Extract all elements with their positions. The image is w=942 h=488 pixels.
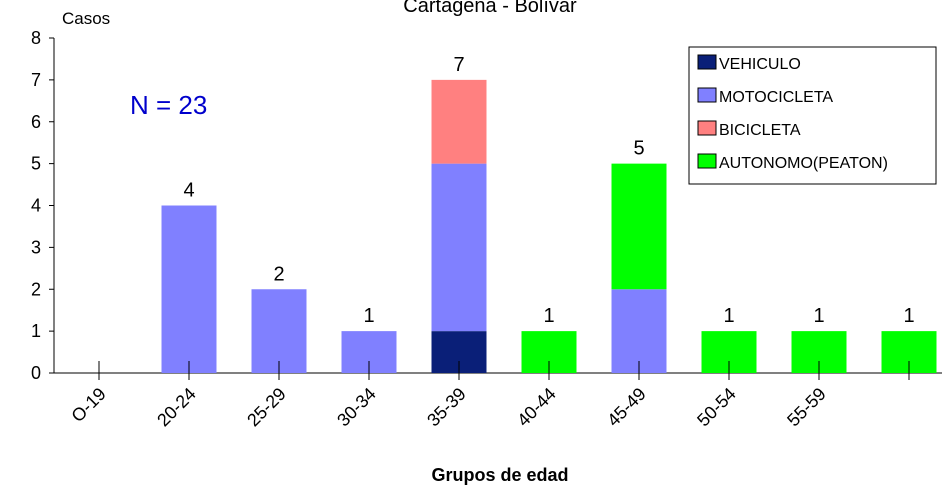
- bar-1-motocicleta: [161, 205, 217, 373]
- x-category-label-8: 55-59: [783, 384, 830, 431]
- bar-4-bicicleta: [431, 79, 487, 164]
- x-category-label-1: 20-24: [153, 384, 200, 431]
- x-category-label-5: 40-44: [513, 384, 560, 431]
- y-tick-label-2: 2: [31, 279, 41, 299]
- x-category-label-3: 30-34: [333, 384, 380, 431]
- bar-total-label-3: 1: [363, 305, 374, 327]
- legend-label-3: AUTONOMO(PEATON): [719, 155, 888, 172]
- legend-swatch-1: [697, 87, 717, 103]
- bar-4-motocicleta: [431, 163, 487, 332]
- bar-total-label-9: 1: [903, 305, 914, 327]
- y-tick-label-8: 8: [31, 28, 41, 48]
- y-tick-label-4: 4: [31, 196, 41, 216]
- legend: VEHICULO MOTOCICLETA BICICLETA AUTONOMO(PEA…: [688, 46, 937, 185]
- n-annotation: N = 23: [130, 90, 207, 120]
- legend-label-2: BICICLETA: [719, 122, 801, 139]
- y-tick-label-0: 0: [31, 363, 41, 383]
- bar-total-label-1: 4: [183, 180, 194, 202]
- y-tick-label-7: 7: [31, 70, 41, 90]
- x-category-label-4: 35-39: [423, 384, 470, 431]
- bars: [161, 79, 937, 373]
- legend-box: [688, 46, 937, 185]
- chart-title: Cartagena - Bolívar: [403, 0, 577, 17]
- y-tick-label-3: 3: [31, 237, 41, 257]
- bar-total-label-6: 5: [633, 138, 644, 160]
- y-tick-label-1: 1: [31, 321, 41, 341]
- bar-6-motocicleta: [611, 289, 667, 373]
- y-axis-label: Casos: [62, 9, 110, 28]
- bar-total-label-8: 1: [813, 305, 824, 327]
- bar-total-label-2: 2: [273, 263, 284, 285]
- bar-6-autonomo-peaton-: [611, 163, 667, 290]
- bar-2-motocicleta: [251, 289, 307, 373]
- x-category-label-0: O-19: [67, 384, 109, 426]
- legend-label-1: MOTOCICLETA: [719, 89, 833, 106]
- x-category-label-6: 45-49: [603, 384, 650, 431]
- legend-swatch-3: [697, 153, 717, 169]
- bar-total-label-5: 1: [543, 305, 554, 327]
- x-category-label-7: 50-54: [693, 384, 740, 431]
- x-axis-label: Grupos de edad: [431, 465, 568, 485]
- y-tick-label-6: 6: [31, 112, 41, 132]
- bar-total-label-4: 7: [453, 54, 464, 76]
- legend-swatch-2: [697, 120, 717, 136]
- x-category-label-2: 25-29: [243, 384, 290, 431]
- y-tick-label-5: 5: [31, 154, 41, 174]
- bar-total-label-7: 1: [723, 305, 734, 327]
- legend-label-0: VEHICULO: [719, 56, 801, 73]
- legend-swatch-0: [697, 54, 717, 70]
